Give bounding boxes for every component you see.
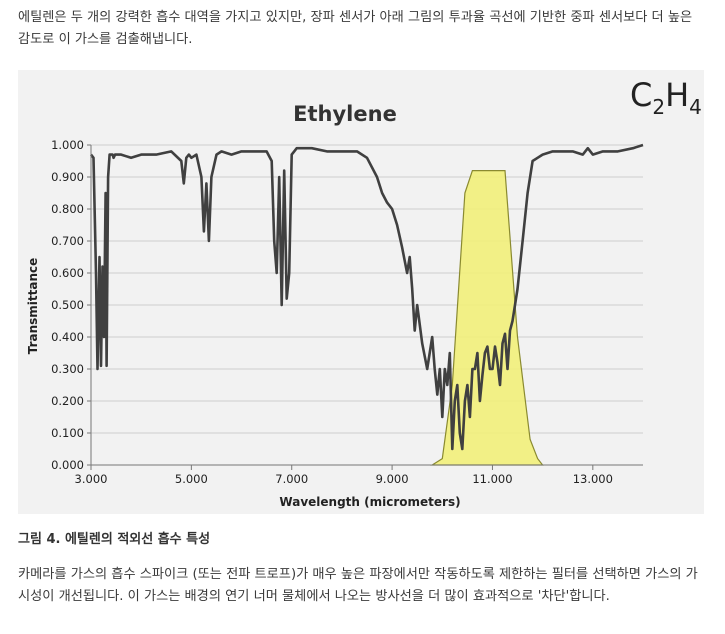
ethylene-transmittance-chart: 0.000 0.100 0.200 0.300 0.400 0.500 0.600 0.700… [18, 70, 704, 514]
tick-labels: 0.000 0.100 0.200 0.300 0.400 0.500 0.600 0.700… [51, 138, 613, 486]
y-axis-label: Transmittance [26, 258, 40, 355]
grid-lines [91, 144, 643, 466]
chart-background [18, 70, 704, 514]
y-tick-label: 0.300 [51, 362, 84, 376]
filter-transmission-band [430, 170, 544, 466]
figure-caption: 그림 4. 에틸렌의 적외선 흡수 특성 [18, 532, 211, 547]
chart-title: Ethylene [293, 102, 397, 126]
formula-subscript-4: 4 [689, 95, 702, 119]
y-tick-label: 0.900 [51, 170, 84, 184]
y-tick-label: 0.100 [51, 426, 84, 440]
y-tick-label: 0.000 [51, 458, 84, 472]
chemical-formula: C2H4 [630, 76, 702, 119]
curve-layer [89, 143, 644, 451]
formula-subscript-2: 2 [652, 95, 665, 119]
y-tick-label: 1.000 [51, 138, 84, 152]
filter-band-layer [430, 170, 544, 466]
y-tick-label: 0.500 [51, 298, 84, 312]
figure: 0.000 0.100 0.200 0.300 0.400 0.500 0.600 0.700… [18, 70, 704, 514]
x-tick-label: 13.000 [573, 472, 613, 486]
x-axis-label: Wavelength (micrometers) [279, 495, 460, 509]
y-tick-label: 0.600 [51, 266, 84, 280]
transmittance-curve [89, 143, 644, 451]
y-tick-label: 0.700 [51, 234, 84, 248]
x-tick-label: 3.000 [75, 472, 108, 486]
body-paragraph: 카메라를 가스의 흡수 스파이크 (또는 전파 트로프)가 매우 높은 파장에서… [18, 567, 698, 604]
y-tick-label: 0.200 [51, 394, 84, 408]
x-tick-label: 5.000 [175, 472, 208, 486]
x-tick-label: 9.000 [376, 472, 409, 486]
y-tick-label: 0.800 [51, 202, 84, 216]
formula-carbon: C [630, 76, 652, 114]
formula-hydrogen: H [665, 76, 689, 114]
y-tick-label: 0.400 [51, 330, 84, 344]
x-tick-label: 7.000 [275, 472, 308, 486]
x-tick-label: 11.000 [472, 472, 512, 486]
intro-paragraph: 에틸렌은 두 개의 강력한 흡수 대역을 가지고 있지만, 장파 센서가 아래 … [18, 10, 693, 47]
axes [87, 144, 643, 470]
